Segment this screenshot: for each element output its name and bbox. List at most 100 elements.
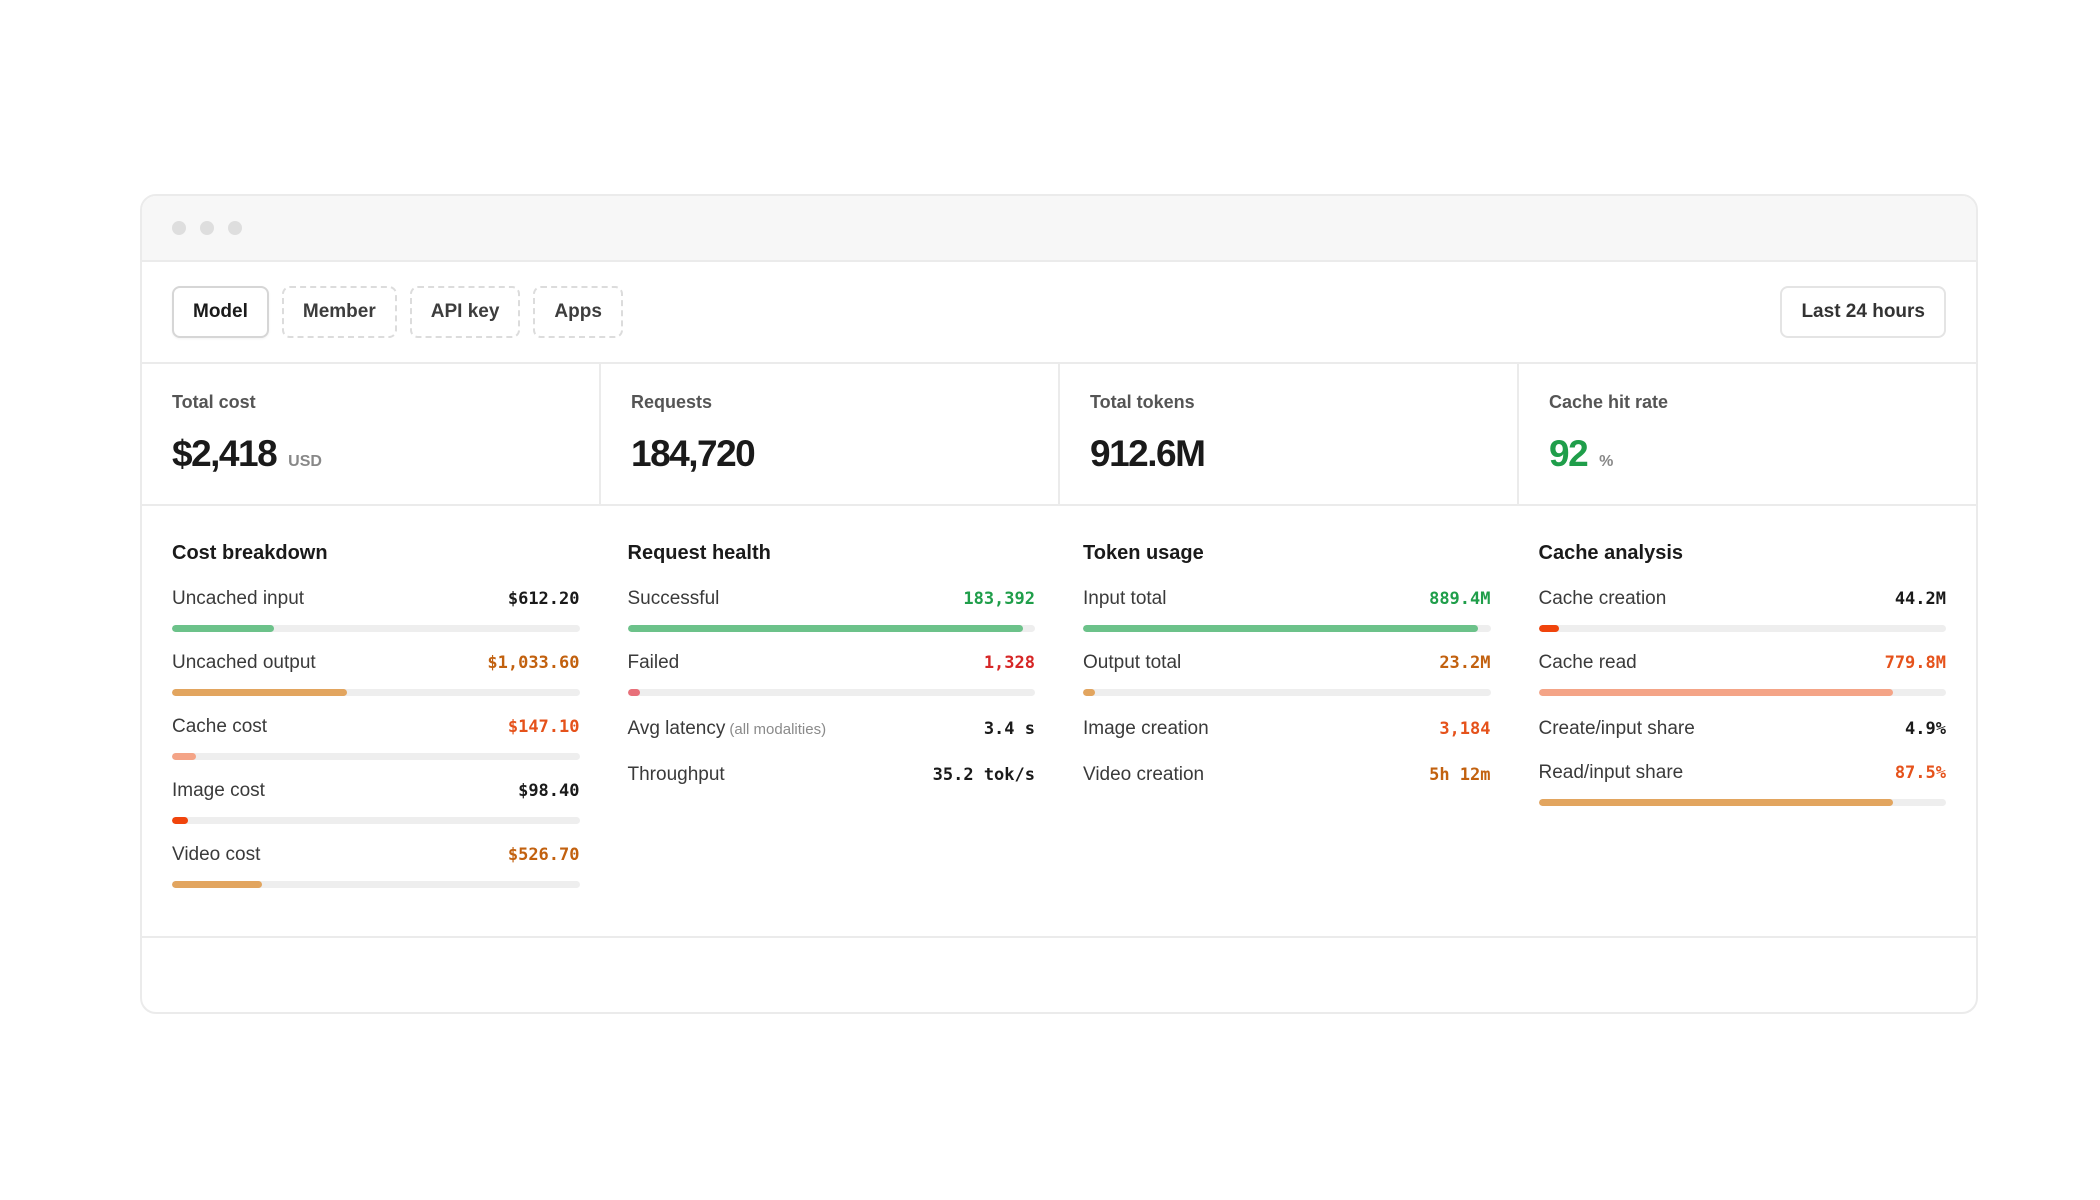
window-dot-icon[interactable] [200, 221, 214, 235]
metric-label: Cache creation [1538, 588, 1667, 609]
stats-row: Total cost $2,418 USD Requests 184,720 T… [142, 364, 1976, 506]
stat-cache-hit-rate: Cache hit rate 92 % [1519, 364, 1976, 504]
metric-label: Read/input share [1538, 762, 1684, 783]
tab-apps[interactable]: Apps [533, 286, 623, 338]
metric-row: Uncached output $1,033.60 [172, 652, 580, 696]
metric-value: 3.4 s [983, 719, 1035, 739]
progress-track [172, 817, 580, 824]
progress-fill [172, 689, 348, 696]
metric-label: Failed [627, 652, 680, 673]
app-window: Model Member API key Apps Last 24 hours … [140, 194, 1978, 1014]
progress-track [1083, 625, 1491, 632]
metric-row: Read/input share 87.5% [1538, 762, 1946, 806]
progress-track [627, 689, 1035, 696]
metric-label: Uncached input [172, 588, 305, 609]
metric-value: 5h 12m [1429, 765, 1491, 785]
progress-fill [627, 625, 1023, 632]
metric-value: 87.5% [1894, 763, 1946, 783]
tab-api-key[interactable]: API key [409, 286, 521, 338]
tab-member[interactable]: Member [281, 286, 397, 338]
progress-track [627, 625, 1035, 632]
panel-title: Request health [627, 542, 771, 564]
progress-track [172, 689, 580, 696]
metric-row: Video cost $526.70 [172, 844, 580, 888]
metric-row: Output total 23.2M [1083, 652, 1491, 696]
metric-row: Video creation 5h 12m [1083, 764, 1491, 788]
metric-value: 183,392 [963, 589, 1035, 609]
window-dot-icon[interactable] [228, 221, 242, 235]
metric-label: Image cost [172, 780, 265, 801]
metric-label: Video cost [172, 844, 261, 865]
metric-label: Throughput [627, 764, 725, 785]
metric-value: 44.2M [1894, 589, 1946, 609]
metric-value: $526.70 [507, 845, 580, 865]
progress-track [172, 881, 580, 888]
progress-fill [1538, 799, 1894, 806]
progress-track [1083, 689, 1491, 696]
progress-fill [627, 689, 640, 696]
metric-row: Throughput 35.2 tok/s [628, 764, 1036, 788]
request-health-panel: Request health Successful 183,392 Failed 1,3… [627, 542, 1036, 936]
metric-label: Cache cost [172, 716, 268, 737]
stat-total-tokens: Total tokens 912.6M [1060, 364, 1519, 504]
progress-track [1538, 625, 1946, 632]
metric-sublabel: (all modalities) [729, 721, 827, 738]
metric-value: $1,033.60 [487, 653, 580, 673]
stat-value: 912.6M [1090, 433, 1206, 474]
metric-row: Avg latency (all modalities) 3.4 s [628, 718, 1036, 742]
progress-track [1538, 799, 1946, 806]
group-by-tabs: Model Member API key Apps [172, 286, 623, 338]
metric-label: Cache read [1538, 652, 1637, 673]
stat-label: Total tokens [1090, 392, 1195, 412]
metric-label: Successful [627, 588, 720, 609]
metric-value: $98.40 [518, 781, 580, 801]
stat-label: Total cost [172, 392, 256, 412]
token-usage-panel: Token usage Input total 889.4M Output total… [1083, 542, 1491, 936]
cache-analysis-panel: Cache analysis Cache creation 44.2M Cache r… [1538, 542, 1947, 936]
stat-label: Requests [631, 392, 713, 412]
metric-label: Create/input share [1538, 718, 1695, 739]
metric-label: Uncached output [172, 652, 316, 673]
metric-value: 3,184 [1439, 719, 1491, 739]
stat-value: 184,720 [631, 433, 756, 474]
stat-unit: % [1599, 453, 1614, 470]
stat-requests: Requests 184,720 [601, 364, 1060, 504]
breakdown-panels: Cost breakdown Uncached input $612.20 Uncac… [142, 506, 1976, 938]
progress-fill [172, 625, 274, 632]
metric-row: Successful 183,392 [627, 588, 1035, 632]
stat-unit: USD [288, 453, 322, 470]
toolbar: Model Member API key Apps Last 24 hours [142, 262, 1976, 364]
stat-label: Cache hit rate [1549, 392, 1669, 412]
metric-label: Video creation [1083, 764, 1205, 785]
metric-row: Input total 889.4M [1083, 588, 1491, 632]
metric-row: Uncached input $612.20 [172, 588, 580, 632]
progress-fill [1083, 689, 1096, 696]
tab-model[interactable]: Model [172, 286, 269, 338]
window-dot-icon[interactable] [172, 221, 186, 235]
metric-row: Image cost $98.40 [172, 780, 580, 824]
metric-row: Cache read 779.8M [1538, 652, 1946, 696]
time-range-button[interactable]: Last 24 hours [1780, 286, 1946, 338]
metric-value: 779.8M [1884, 653, 1946, 673]
progress-fill [1538, 625, 1559, 632]
progress-fill [172, 753, 197, 760]
metric-label: Output total [1083, 652, 1182, 673]
metric-value: 889.4M [1429, 589, 1491, 609]
progress-track [172, 625, 580, 632]
stat-value: $2,418 [172, 433, 278, 474]
progress-fill [1538, 689, 1894, 696]
progress-fill [1083, 625, 1479, 632]
progress-fill [172, 817, 189, 824]
metric-row: Image creation 3,184 [1083, 718, 1491, 742]
metric-label: Image creation [1083, 718, 1209, 739]
window-titlebar [142, 196, 1976, 262]
panel-title: Cost breakdown [172, 542, 328, 564]
metric-value: 23.2M [1439, 653, 1491, 673]
panel-title: Token usage [1083, 542, 1204, 564]
stat-total-cost: Total cost $2,418 USD [142, 364, 601, 504]
progress-track [172, 753, 580, 760]
metric-row: Create/input share 4.9% [1539, 718, 1947, 742]
metric-value: $147.10 [507, 717, 580, 737]
metric-value: $612.20 [507, 589, 580, 609]
metric-label: Avg latency [627, 718, 726, 739]
